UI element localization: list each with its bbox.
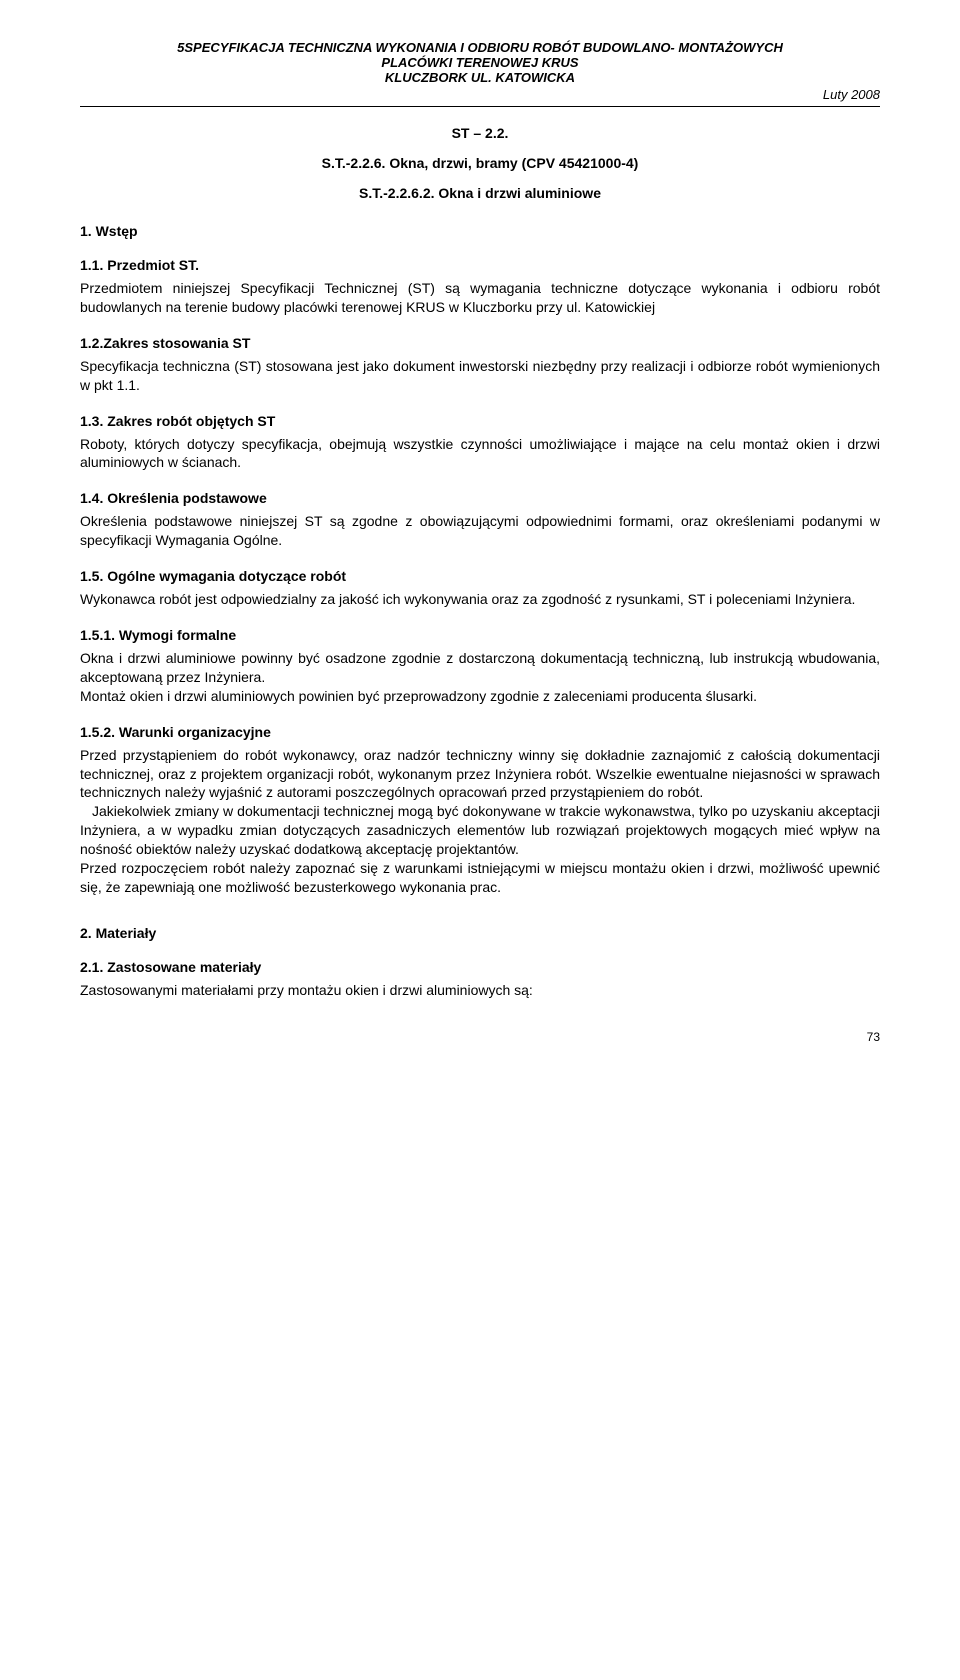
- section-1-4: 1.4. Określenia podstawowe: [80, 490, 880, 506]
- section-1-5-1-body-2: Montaż okien i drzwi aluminiowych powini…: [80, 687, 880, 706]
- header-text-1: SPECYFIKACJA TECHNICZNA WYKONANIA I ODBI…: [184, 40, 782, 55]
- section-1-1: 1.1. Przedmiot ST.: [80, 257, 880, 273]
- section-1-5-2: 1.5.2. Warunki organizacyjne: [80, 724, 880, 740]
- section-2-1-body: Zastosowanymi materiałami przy montażu o…: [80, 981, 880, 1000]
- st-subtitle-2: S.T.-2.2.6.2. Okna i drzwi aluminiowe: [80, 185, 880, 201]
- section-1-2-body: Specyfikacja techniczna (ST) stosowana j…: [80, 357, 880, 395]
- header-line-1: 5SPECYFIKACJA TECHNICZNA WYKONANIA I ODB…: [80, 40, 880, 55]
- header-line-3: KLUCZBORK UL. KATOWICKA: [80, 70, 880, 85]
- section-1-2: 1.2.Zakres stosowania ST: [80, 335, 880, 351]
- st-title: ST – 2.2.: [80, 125, 880, 141]
- header-divider: [80, 106, 880, 107]
- section-1-5-2-body-3: Przed rozpoczęciem robót należy zapoznać…: [80, 859, 880, 897]
- section-1-3-body: Roboty, których dotyczy specyfikacja, ob…: [80, 435, 880, 473]
- page-number: 73: [80, 1030, 880, 1044]
- section-1-5-2-body-2: Jakiekolwiek zmiany w dokumentacji techn…: [80, 802, 880, 859]
- section-1-4-body: Określenia podstawowe niniejszej ST są z…: [80, 512, 880, 550]
- section-1-5-1-body-1: Okna i drzwi aluminiowe powinny być osad…: [80, 649, 880, 687]
- section-2: 2. Materiały: [80, 925, 880, 941]
- section-1-3: 1.3. Zakres robót objętych ST: [80, 413, 880, 429]
- page-container: 5SPECYFIKACJA TECHNICZNA WYKONANIA I ODB…: [0, 0, 960, 1096]
- section-1-5-1: 1.5.1. Wymogi formalne: [80, 627, 880, 643]
- section-1-1-body: Przedmiotem niniejszej Specyfikacji Tech…: [80, 279, 880, 317]
- header-line-2: PLACÓWKI TERENOWEJ KRUS: [80, 55, 880, 70]
- section-1: 1. Wstęp: [80, 223, 880, 239]
- section-1-5: 1.5. Ogólne wymagania dotyczące robót: [80, 568, 880, 584]
- st-subtitle-1: S.T.-2.2.6. Okna, drzwi, bramy (CPV 4542…: [80, 155, 880, 171]
- section-1-5-body: Wykonawca robót jest odpowiedzialny za j…: [80, 590, 880, 609]
- section-1-5-2-body-1: Przed przystąpieniem do robót wykonawcy,…: [80, 746, 880, 803]
- section-2-1: 2.1. Zastosowane materiały: [80, 959, 880, 975]
- header-date: Luty 2008: [80, 87, 880, 102]
